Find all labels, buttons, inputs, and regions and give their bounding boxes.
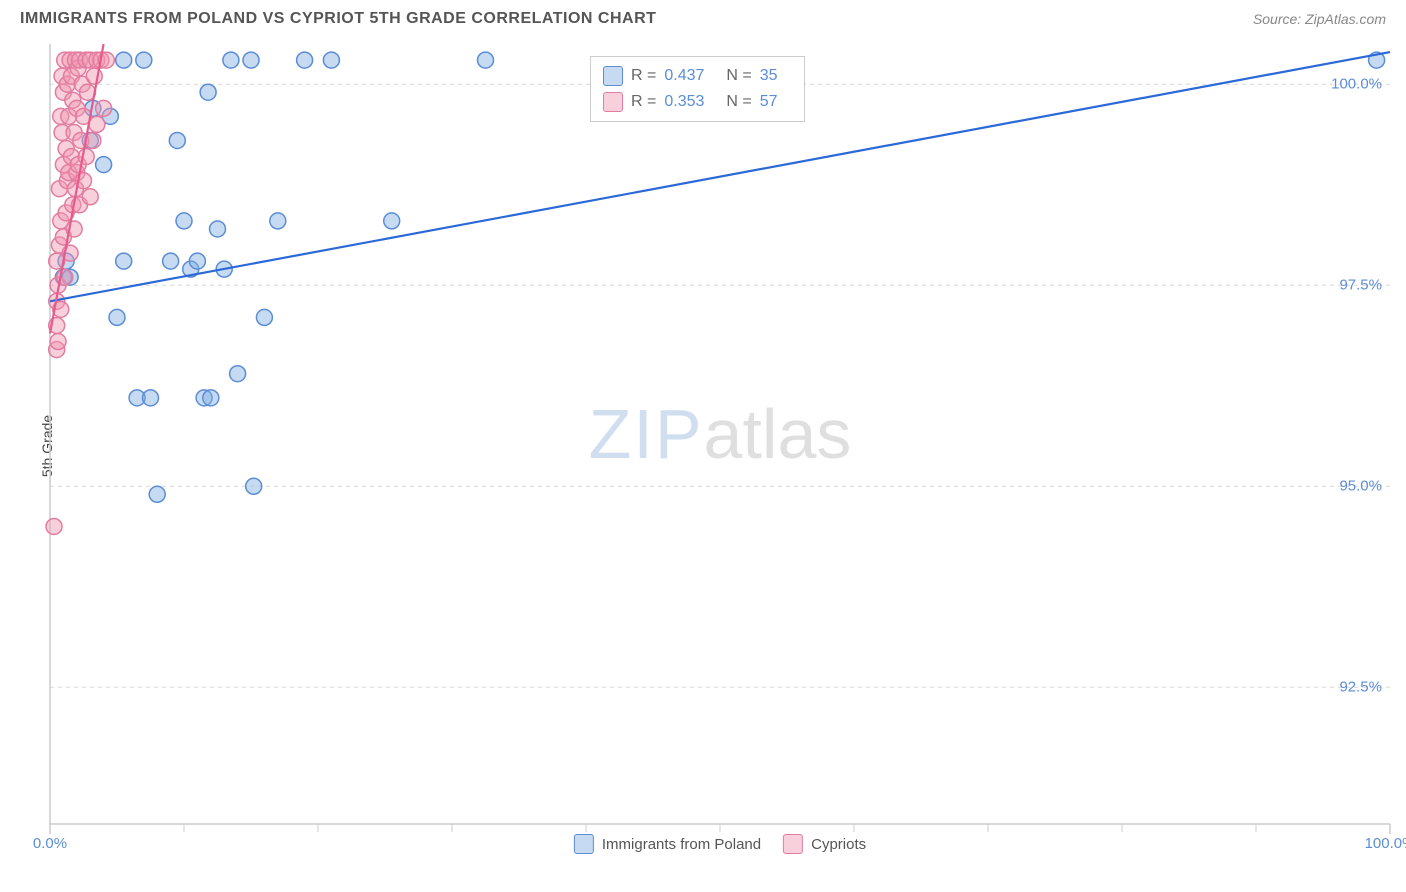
stat-r-value: 0.437 [664,63,704,89]
chart-source: Source: ZipAtlas.com [1253,11,1386,27]
chart-plot-area: ZIPatlas R = 0.437 N = 35 R = 0.353 N = … [50,44,1390,824]
legend-label: Immigrants from Poland [602,836,761,853]
chart-header: IMMIGRANTS FROM POLAND VS CYPRIOT 5TH GR… [0,0,1406,34]
stat-r-value: 0.353 [664,89,704,115]
y-tick-label: 97.5% [1339,277,1382,294]
y-tick-label: 95.0% [1339,478,1382,495]
stat-n-value: 57 [760,89,778,115]
legend-swatch [783,834,803,854]
legend-stat-row: R = 0.353 N = 57 [603,89,792,115]
y-tick-label: 100.0% [1331,76,1382,93]
legend-stats-box: R = 0.437 N = 35 R = 0.353 N = 57 [590,56,805,122]
chart-title: IMMIGRANTS FROM POLAND VS CYPRIOT 5TH GR… [20,10,656,28]
stat-n-value: 35 [760,63,778,89]
stat-r-label: R = [631,89,656,115]
y-tick-label: 92.5% [1339,679,1382,696]
x-tick-label: 100.0% [1365,835,1406,852]
x-tick-label: 0.0% [33,835,67,852]
stat-r-label: R = [631,63,656,89]
stat-n-label: N = [726,89,751,115]
legend-bottom: Immigrants from Poland Cypriots [574,834,866,854]
legend-swatch [603,92,623,112]
legend-swatch [574,834,594,854]
legend-label: Cypriots [811,836,866,853]
legend-swatch [603,66,623,86]
legend-item: Cypriots [783,834,866,854]
stat-n-label: N = [726,63,751,89]
scatter-svg [50,44,1390,824]
legend-item: Immigrants from Poland [574,834,761,854]
legend-stat-row: R = 0.437 N = 35 [603,63,792,89]
